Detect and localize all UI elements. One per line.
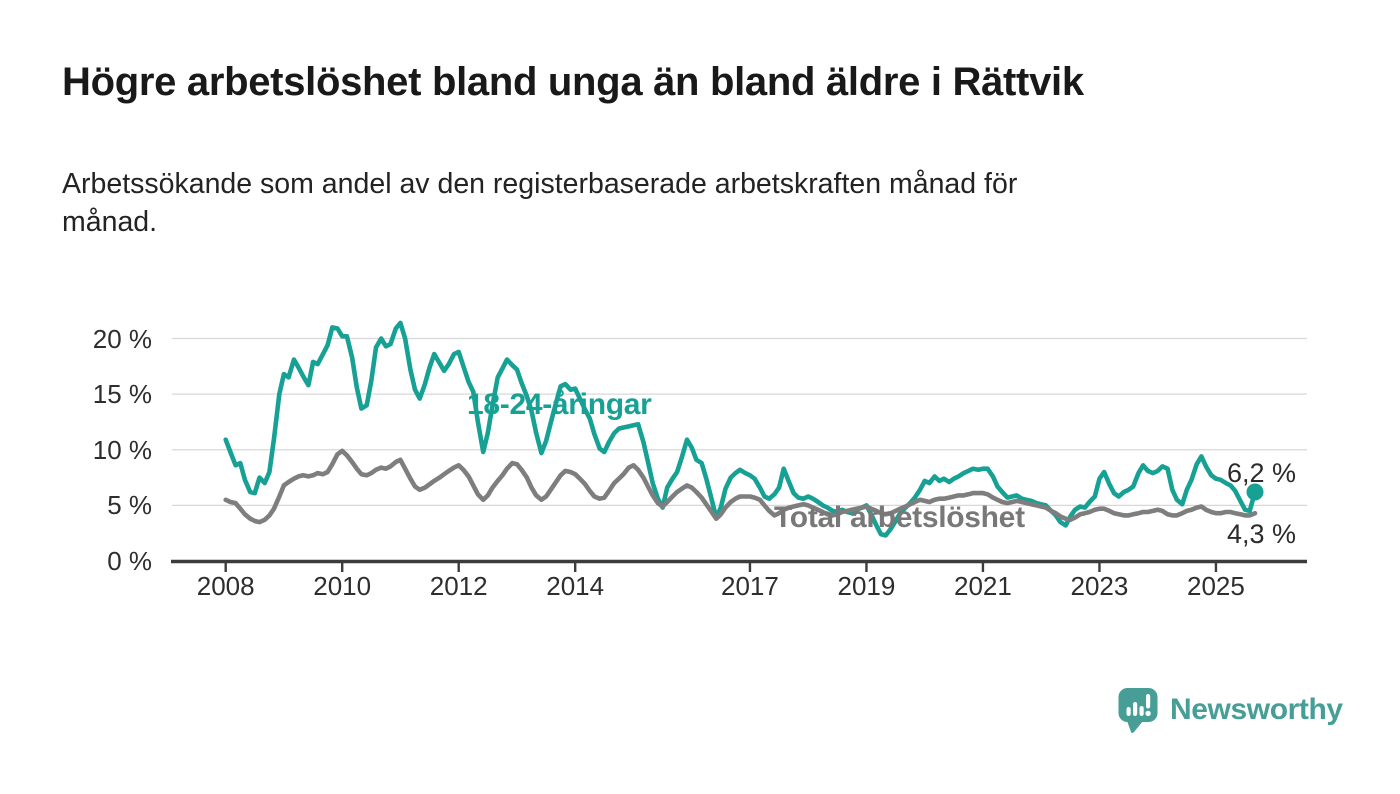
newsworthy-logo-icon — [1118, 688, 1158, 733]
x-axis-tick-label: 2014 — [546, 571, 605, 601]
x-axis-tick-label: 2012 — [429, 571, 488, 601]
series-end-dot — [1246, 483, 1264, 501]
page-title: Högre arbetslöshet bland unga än bland ä… — [62, 60, 1084, 104]
series-label-18-24: 18-24-åringar — [467, 388, 652, 421]
x-axis-tick-label: 2008 — [196, 571, 255, 601]
newsworthy-wordmark: Newsworthy — [1170, 692, 1343, 726]
chart-subtitle-line-1: Arbetssökande som andel av den registerb… — [62, 168, 1018, 200]
end-value-label-total: 4,3 % — [1227, 519, 1297, 549]
y-axis-tick-label: 10 % — [92, 434, 152, 465]
series-line-18-24 — [223, 320, 1258, 538]
x-axis-tick-label: 2010 — [313, 571, 372, 601]
y-axis-tick-label: 15 % — [92, 379, 152, 410]
chart-subtitle-line-2: månad. — [62, 206, 158, 238]
newsworthy-logo: Newsworthy — [1117, 686, 1343, 733]
end-value-label-18-24: 6,2 % — [1227, 458, 1297, 488]
y-axis-tick-label: 5 % — [107, 490, 152, 521]
x-axis-tick-label: 2021 — [954, 571, 1012, 601]
x-axis-tick-label: 2023 — [1070, 571, 1129, 601]
series-line-total — [223, 448, 1258, 525]
y-axis-tick-label: 20 % — [92, 323, 152, 354]
x-axis-tick-label: 2019 — [837, 571, 896, 601]
x-axis-tick-label: 2025 — [1187, 571, 1245, 601]
y-axis-tick-label: 0 % — [107, 546, 152, 576]
chart-subtitle: Arbetssökande som andel av den registerb… — [62, 165, 1322, 241]
x-axis-tick-label: 2017 — [721, 571, 779, 601]
series-label-total: Total arbetslöshet — [774, 501, 1025, 534]
